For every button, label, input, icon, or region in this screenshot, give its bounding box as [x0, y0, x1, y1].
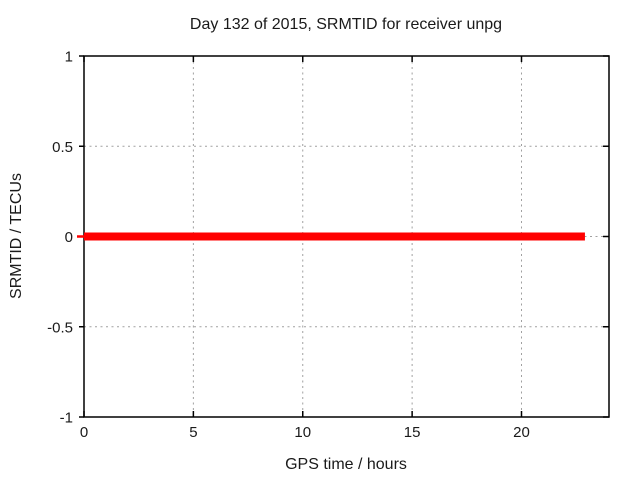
- y-axis-label: SRMTID / TECUs: [8, 173, 25, 299]
- y-tick-label: 0.5: [52, 139, 73, 156]
- y-tick-label: -0.5: [47, 319, 73, 336]
- chart-title: Day 132 of 2015, SRMTID for receiver unp…: [190, 16, 502, 33]
- x-tick-label: 20: [513, 424, 530, 441]
- x-tick-label: 5: [189, 424, 197, 441]
- y-tick-label: -1: [60, 410, 73, 427]
- x-tick-label: 15: [404, 424, 421, 441]
- y-tick-label: 0: [65, 229, 73, 246]
- tick-marks: [79, 55, 609, 418]
- tick-labels: 0 5 10 15 20 1 0.5 0 -0.5 -1: [47, 49, 530, 442]
- x-tick-label: 0: [80, 424, 88, 441]
- y-tick-label: 1: [65, 49, 73, 66]
- x-axis-label: GPS time / hours: [285, 456, 407, 473]
- x-tick-label: 10: [294, 424, 311, 441]
